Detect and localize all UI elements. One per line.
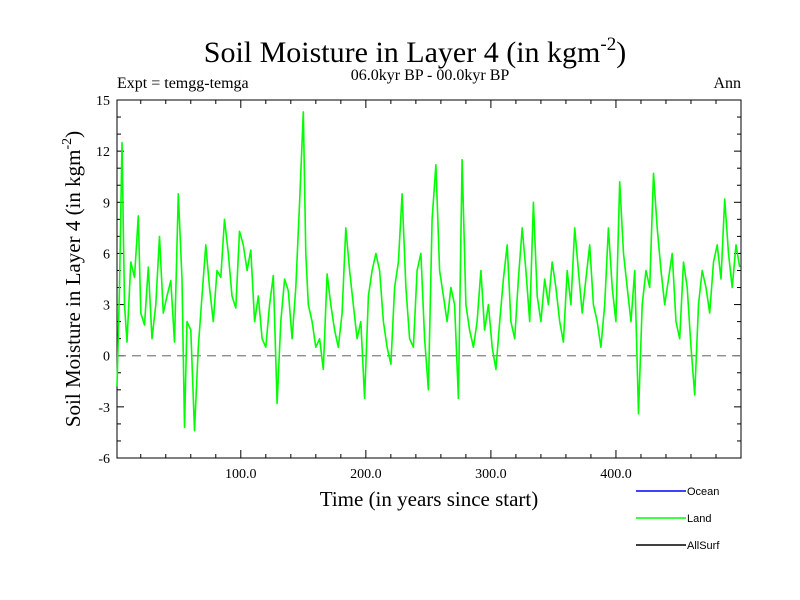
y-axis-label-close: )	[61, 131, 85, 138]
y-tick-label: 6	[103, 247, 110, 262]
series-group	[116, 111, 741, 432]
x-tick-label: 200.0	[350, 467, 382, 482]
y-tick-label: 12	[96, 145, 110, 160]
season-label: Ann	[713, 75, 741, 92]
y-tick-label: 9	[103, 196, 110, 211]
plot-frame	[116, 99, 742, 459]
legend-label-ocean: Ocean	[687, 486, 719, 498]
legend: Ocean Land AllSurf	[636, 486, 720, 552]
y-tick-label: 3	[103, 299, 110, 314]
x-tick-label: 300.0	[475, 467, 507, 482]
y-tick-label: -6	[98, 452, 110, 467]
chart-title-text: Soil Moisture in Layer 4 (in kgm	[204, 36, 601, 69]
y-axis-label-text: Soil Moisture in Layer 4 (in kgm	[61, 150, 85, 428]
y-axis-label-superscript: -2	[60, 138, 75, 150]
chart-title: Soil Moisture in Layer 4 (in kgm-2)	[204, 34, 626, 69]
x-axis: 100.0 200.0 300.0 400.0	[140, 100, 717, 482]
experiment-label: Expt = temgg-temga	[117, 75, 249, 92]
x-tick-label: 400.0	[600, 467, 632, 482]
x-tick-label: 100.0	[225, 467, 257, 482]
chart-title-superscript: -2	[600, 34, 616, 55]
x-axis-label: Time (in years since start)	[320, 487, 539, 511]
y-axis-label: Soil Moisture in Layer 4 (in kgm-2)	[60, 131, 85, 427]
y-tick-label: 15	[96, 94, 110, 109]
legend-label-allsurf: AllSurf	[687, 540, 720, 552]
y-tick-label: -3	[98, 401, 110, 416]
y-tick-label: 0	[103, 350, 110, 365]
legend-label-land: Land	[687, 513, 711, 525]
series-line-land	[116, 111, 741, 432]
chart-title-close: )	[616, 36, 626, 69]
chart-subtitle: 06.0kyr BP - 00.0kyr BP	[351, 67, 510, 84]
